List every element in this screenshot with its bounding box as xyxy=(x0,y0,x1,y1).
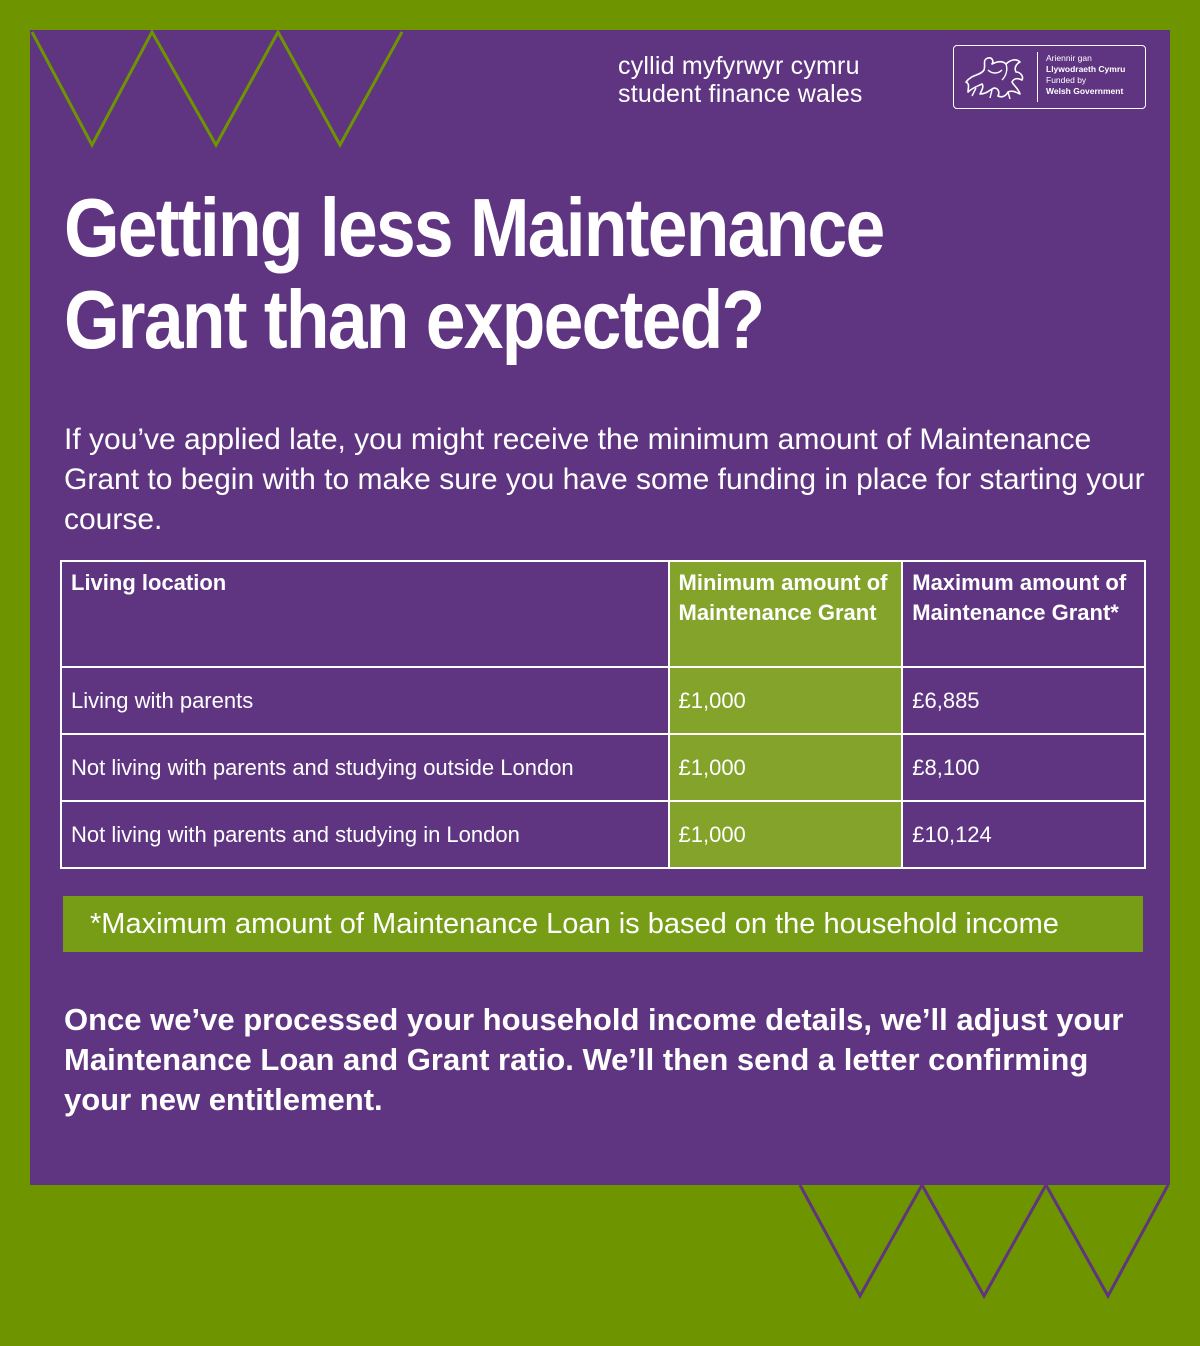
page-title: Getting less Maintenance Grant than expe… xyxy=(64,182,1139,366)
maintenance-grant-table: Living location Minimum amount of Mainte… xyxy=(60,560,1146,869)
government-funding-text: Ariennir gan Llywodraeth Cymru Funded by… xyxy=(1046,53,1125,97)
header-living-location: Living location xyxy=(60,560,670,668)
info-panel: cyllid myfyrwyr cymru student finance wa… xyxy=(30,30,1170,1185)
logo-divider xyxy=(1037,52,1038,102)
cell-location: Living with parents xyxy=(60,666,670,735)
brand-english-name: student finance wales xyxy=(618,80,863,108)
header-minimum-amount: Minimum amount of Maintenance Grant xyxy=(667,560,904,668)
header-maximum-amount: Maximum amount of Maintenance Grant* xyxy=(901,560,1146,668)
table-row: Not living with parents and studying out… xyxy=(60,733,1146,802)
cell-minimum: £1,000 xyxy=(667,733,904,802)
table-row: Living with parents £1,000 £6,885 xyxy=(60,666,1146,735)
welsh-government-logo: Ariennir gan Llywodraeth Cymru Funded by… xyxy=(953,45,1146,109)
closing-paragraph: Once we’ve processed your household inco… xyxy=(64,1002,1124,1117)
funding-welsh-line2: Llywodraeth Cymru xyxy=(1046,64,1126,74)
intro-paragraph: If you’ve applied late, you might receiv… xyxy=(64,423,1145,536)
funding-welsh-line1: Ariennir gan xyxy=(1046,53,1092,63)
cell-minimum: £1,000 xyxy=(667,666,904,735)
footnote-banner: *Maximum amount of Maintenance Loan is b… xyxy=(63,896,1143,952)
cell-maximum: £6,885 xyxy=(901,666,1146,735)
cell-location: Not living with parents and studying out… xyxy=(60,733,670,802)
page-title-line1: Getting less Maintenance xyxy=(64,181,885,274)
welsh-dragon-icon xyxy=(965,57,1024,100)
cell-maximum: £8,100 xyxy=(901,733,1146,802)
cell-location: Not living with parents and studying in … xyxy=(60,800,670,869)
brand-welsh-name: cyllid myfyrwyr cymru xyxy=(618,52,860,80)
cell-minimum: £1,000 xyxy=(667,800,904,869)
page-title-line2: Grant than expected? xyxy=(64,273,765,366)
table-header-row: Living location Minimum amount of Mainte… xyxy=(60,560,1146,668)
funding-english-line2: Welsh Government xyxy=(1046,86,1124,96)
student-finance-wales-logo: cyllid myfyrwyr cymru student finance wa… xyxy=(618,52,863,108)
funding-english-line1: Funded by xyxy=(1046,75,1087,85)
table-row: Not living with parents and studying in … xyxy=(60,800,1146,869)
cell-maximum: £10,124 xyxy=(901,800,1146,869)
